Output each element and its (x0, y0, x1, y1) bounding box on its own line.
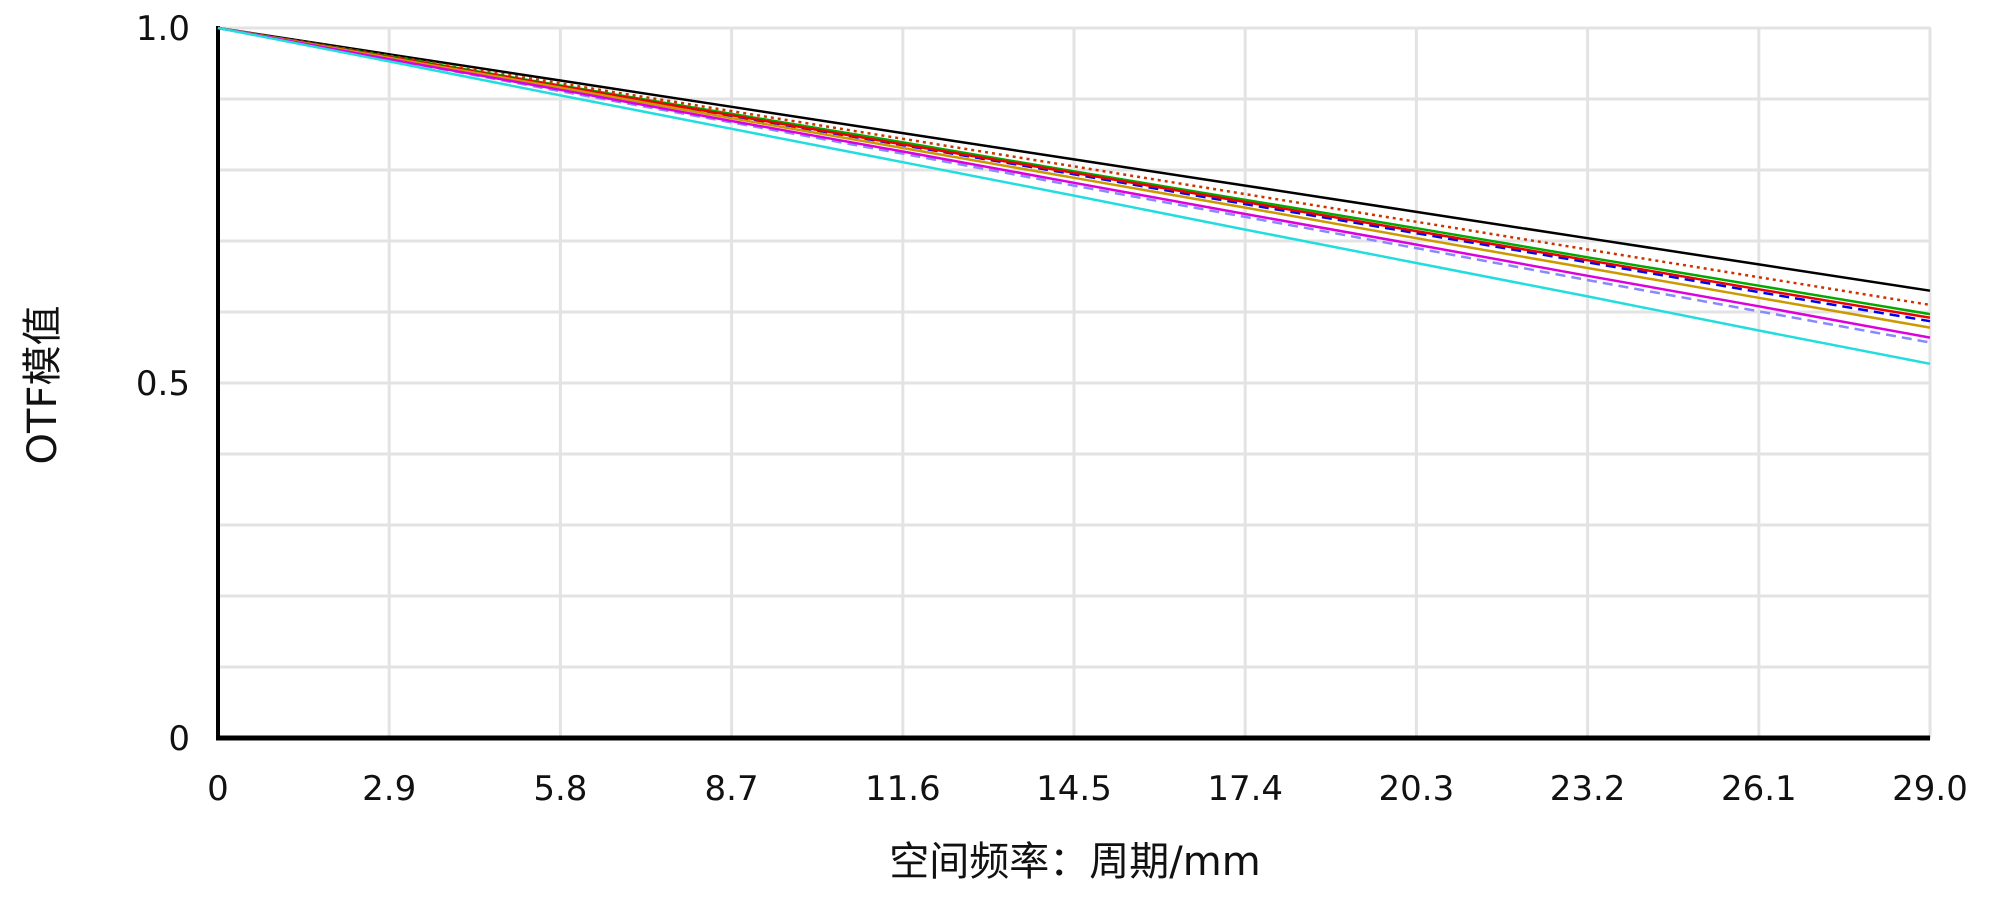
series-line-2 (217, 26, 1931, 307)
series-line-1 (217, 26, 1931, 292)
x-tick-label: 26.1 (1721, 769, 1797, 809)
x-tick-label: 29.0 (1892, 769, 1968, 809)
y-tick-label: 1.0 (136, 9, 190, 49)
x-axis-title: 空间频率：周期/mm (889, 839, 1260, 885)
y-tick-label: 0 (168, 719, 190, 759)
x-tick-label: 20.3 (1379, 769, 1455, 809)
x-tick-label: 11.6 (865, 769, 941, 809)
series-lines (217, 26, 1931, 366)
x-tick-label: 17.4 (1207, 769, 1283, 809)
series-line-9 (217, 26, 1931, 366)
x-tick-label: 2.9 (362, 769, 416, 809)
tick-labels: 0 2.9 5.8 8.7 11.6 14.5 17.4 20.3 23.2 26.1 29.0 0 0… (136, 9, 1968, 809)
x-tick-label: 14.5 (1036, 769, 1112, 809)
x-tick-label: 23.2 (1550, 769, 1626, 809)
y-axis-title: OTF模值 (20, 306, 66, 465)
axes (216, 26, 1930, 741)
series-line-6 (217, 26, 1931, 329)
series-line-8 (217, 26, 1931, 339)
x-tick-label: 8.7 (705, 769, 759, 809)
x-tick-label: 0 (207, 769, 229, 809)
x-tick-label: 5.8 (533, 769, 587, 809)
y-tick-label: 0.5 (136, 364, 190, 404)
grid (216, 26, 1932, 740)
